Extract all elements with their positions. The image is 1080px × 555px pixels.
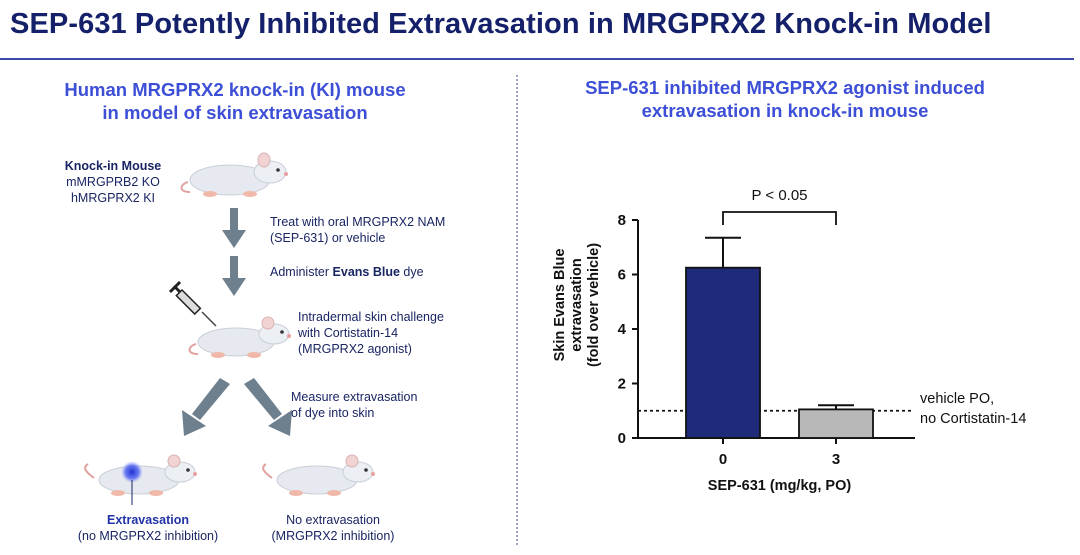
y-tick-label: 2 [618,376,626,393]
step4-line1: Measure extravasation [291,390,418,404]
ref-label-line2: no Cortistatin-14 [920,411,1026,427]
outcome-no-extravasation: No extravasation (MRGPRX2 inhibition) [248,512,418,544]
step-measure-text: Measure extravasation of dye into skin [291,389,417,421]
diagonal-arrows-icon [182,378,292,436]
slide-title: SEP-631 Potently Inhibited Extravasation… [10,8,992,40]
ylabel-line3: (fold over vehicle) [586,243,602,367]
syringe-icon [168,280,217,327]
extravasation-bar-chart: Skin Evans Blue extravasation (fold over… [552,187,1026,494]
outcome-left-title: Extravasation [107,513,189,527]
step3-line3: (MRGPRX2 agonist) [298,342,412,356]
panel-divider [516,75,518,545]
knock-in-mouse-illustration [180,152,288,197]
mouse-label-line2: mMRGPRB2 KO [66,175,160,189]
ylabel-line2: extravasation [569,258,585,352]
ref-label-line1: vehicle PO, [920,391,994,407]
right-heading-line2: extravasation in knock-in mouse [641,100,929,121]
x-axis-label: SEP-631 (mg/kg, PO) [708,478,852,494]
left-heading-line2: in model of skin extravasation [102,102,368,123]
step2-prefix: Administer [270,265,333,279]
challenge-mouse-illustration [188,316,291,358]
step2-suffix: dye [399,265,424,279]
x-tick-label: 3 [832,451,840,468]
outcome-right-sub: (MRGPRX2 inhibition) [271,529,395,543]
knock-in-mouse-label: Knock-in Mouse mMRGPRB2 KO hMRGPRX2 KI [48,158,178,206]
down-arrow-icon [222,256,246,296]
y-tick-label: 4 [618,321,627,338]
step-administer-text: Administer Evans Blue dye [270,264,424,280]
step-treat-text: Treat with oral MRGPRX2 NAM (SEP-631) or… [270,214,445,246]
step3-line1: Intradermal skin challenge [298,310,444,324]
y-tick-label: 8 [618,212,626,229]
y-axis-label: Skin Evans Blue extravasation (fold over… [552,243,602,367]
ylabel-line1: Skin Evans Blue [552,249,568,362]
p-value-label: P < 0.05 [751,187,807,204]
step3-line2: with Cortistatin-14 [298,326,399,340]
mouse-label-title: Knock-in Mouse [64,159,162,173]
mouse-label-line3: hMRGPRX2 KI [70,191,156,205]
step2-evans-blue: Evans Blue [332,265,400,279]
bar-3 [798,408,874,439]
left-panel-heading: Human MRGPRX2 knock-in (KI) mouse in mod… [20,78,450,124]
step4-line2: of dye into skin [291,406,375,420]
extravasation-mouse-illustration [84,454,197,505]
step1-line2: (SEP-631) or vehicle [270,231,386,245]
no-extravasation-mouse-illustration [262,454,375,496]
title-underline [0,58,1074,60]
y-tick-label: 0 [618,430,626,447]
y-tick-label: 6 [618,267,626,284]
x-tick-label: 0 [719,451,727,468]
y-ticks: 0 2 4 6 8 [618,212,638,447]
left-heading-line1: Human MRGPRX2 knock-in (KI) mouse [64,79,406,100]
down-arrow-icon [222,208,246,248]
step-challenge-text: Intradermal skin challenge with Cortista… [298,309,444,357]
step1-line1: Treat with oral MRGPRX2 NAM [270,215,446,229]
right-heading-line1: SEP-631 inhibited MRGPRX2 agonist induce… [585,77,985,98]
outcome-extravasation: Extravasation (no MRGPRX2 inhibition) [58,512,238,544]
reference-line-label: vehicle PO, no Cortistatin-14 [920,391,1026,427]
significance-bracket-line [722,211,837,225]
outcome-right-title: No extravasation [286,513,380,527]
bars [685,236,874,439]
significance-bracket: P < 0.05 [722,187,837,225]
right-panel-heading: SEP-631 inhibited MRGPRX2 agonist induce… [545,76,1025,122]
outcome-left-sub: (no MRGPRX2 inhibition) [77,529,219,543]
bar-0 [685,266,761,439]
